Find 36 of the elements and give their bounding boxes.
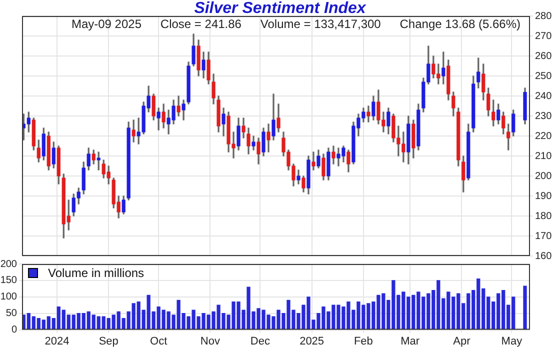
x-tick-label: Oct	[150, 335, 168, 348]
y-tick-label: 220	[535, 130, 552, 142]
bar	[523, 286, 527, 330]
y-tick-label: 100	[0, 292, 18, 303]
y-tick-label: 260	[535, 50, 552, 62]
y-tick-label: 200	[0, 258, 18, 270]
x-tick-label: Mar	[400, 335, 420, 348]
y-tick-label: 160	[535, 250, 552, 262]
y-tick-label: 270	[535, 30, 552, 42]
annotation: May-09 2025	[71, 17, 142, 31]
y-tick-label: 200	[535, 170, 552, 182]
x-tick-label: Dec	[250, 335, 270, 348]
y-tick-label: 180	[535, 210, 552, 222]
annotation: Close = 241.86	[160, 17, 242, 31]
x-tick-label: May	[501, 335, 523, 348]
y-tick-label: 50	[6, 308, 18, 320]
y-tick-label: 280	[535, 10, 552, 22]
x-tick-label: 2025	[300, 335, 324, 348]
annotation: Change 13.68 (5.66%)	[400, 17, 521, 31]
y-tick-label: 150	[0, 275, 18, 286]
y-tick-label: 190	[535, 190, 552, 202]
y-tick-label: 230	[535, 110, 552, 122]
y-tick-label: 210	[535, 150, 552, 162]
x-tick-label: Apr	[453, 335, 471, 348]
x-tick-label: Feb	[354, 335, 373, 348]
y-tick-label: 170	[535, 230, 552, 242]
y-tick-label: 250	[535, 70, 552, 82]
x-tick-label: 2024	[44, 335, 70, 348]
x-tick-label: Nov	[200, 335, 220, 348]
y-tick-label: 240	[535, 90, 552, 102]
x-tick-label: Sep	[98, 335, 118, 348]
candlestick	[312, 152, 316, 170]
y-tick-label: 0	[11, 324, 18, 336]
chart-title: Silver Sentiment Index	[194, 0, 366, 17]
legend-label: Volume in millions	[48, 266, 144, 280]
annotation: Volume = 133,417,300	[260, 17, 381, 31]
